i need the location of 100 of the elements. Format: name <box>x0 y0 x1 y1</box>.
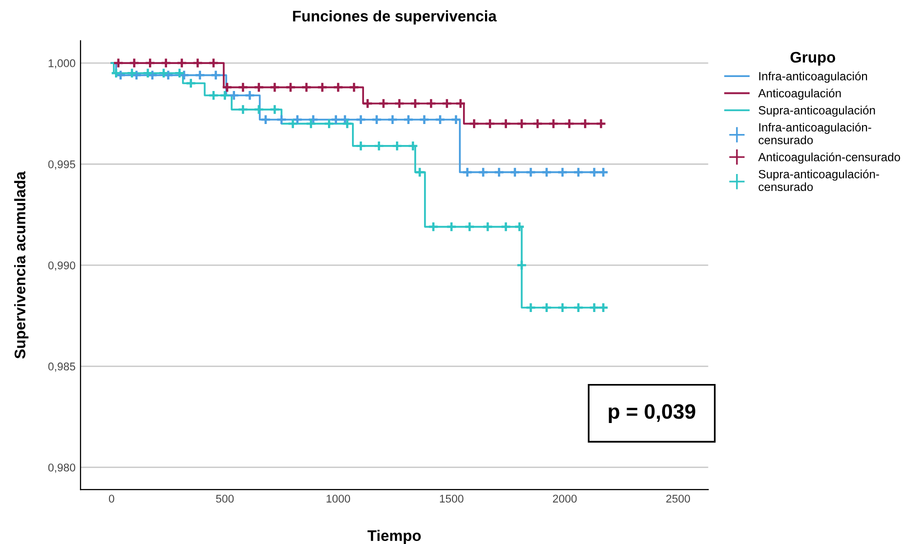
point <box>253 82 264 93</box>
point <box>410 98 421 109</box>
point <box>434 114 446 126</box>
point <box>441 98 452 109</box>
point <box>428 221 439 232</box>
point <box>194 70 206 81</box>
point <box>276 114 288 126</box>
point <box>362 98 374 109</box>
point <box>541 166 552 178</box>
point <box>285 82 296 93</box>
legend-label: Supra-anticoagulación <box>758 106 875 117</box>
legend-label: Infra-anticoagulación-censurado <box>758 122 872 144</box>
point <box>446 221 457 232</box>
y-tick-label: 0,980 <box>48 464 76 473</box>
x-tick-label: 2000 <box>552 494 577 503</box>
point <box>378 98 389 109</box>
point <box>144 58 156 69</box>
point <box>516 118 528 130</box>
point <box>509 166 520 178</box>
point <box>355 140 366 152</box>
point <box>532 118 544 130</box>
point <box>455 98 466 109</box>
point <box>514 221 525 232</box>
point <box>316 82 328 93</box>
point <box>426 98 437 109</box>
point <box>557 302 568 314</box>
x-tick-label: 1500 <box>440 494 464 503</box>
point <box>371 114 382 126</box>
point <box>580 118 591 130</box>
point <box>418 114 430 126</box>
point <box>174 68 186 79</box>
point <box>464 221 476 232</box>
point <box>128 58 140 69</box>
x-tick-label: 2500 <box>666 494 690 503</box>
point <box>598 302 609 314</box>
point <box>478 166 489 178</box>
point <box>450 114 462 126</box>
point <box>468 118 480 130</box>
legend-title: Grupo <box>790 52 836 66</box>
point <box>342 118 353 130</box>
legend-label: Supra-anticoagulación-censurado <box>758 170 880 192</box>
point <box>596 118 607 130</box>
point <box>219 90 230 101</box>
point <box>237 82 248 93</box>
y-tick-label: 1,000 <box>48 59 76 68</box>
point <box>176 58 188 69</box>
point <box>541 302 552 314</box>
point <box>394 98 405 109</box>
point <box>572 302 584 314</box>
point <box>387 114 398 126</box>
point <box>269 82 280 93</box>
point <box>237 104 248 116</box>
point <box>208 90 220 101</box>
point <box>500 221 512 232</box>
point <box>500 118 512 130</box>
point <box>287 118 298 130</box>
x-tick-label: 1000 <box>326 494 350 503</box>
point <box>300 82 312 93</box>
point <box>126 68 138 79</box>
point <box>260 114 272 126</box>
point <box>192 58 204 69</box>
y-tick-label: 0,985 <box>48 362 76 372</box>
point <box>598 166 609 178</box>
point <box>482 221 494 232</box>
legend-label: Infra-anticoagulación <box>759 72 867 83</box>
point <box>210 70 222 81</box>
point <box>228 90 240 101</box>
point <box>525 302 536 314</box>
chart-title: Funciones de supervivencia <box>293 10 497 25</box>
point <box>305 118 316 130</box>
x-tick-label: 500 <box>216 494 234 503</box>
point <box>516 260 528 271</box>
point <box>330 114 342 126</box>
point <box>332 82 344 93</box>
point <box>324 118 335 130</box>
point <box>557 166 568 178</box>
legend-label: Anticoagulación-censurado <box>758 152 900 164</box>
annotation: p = 0,039 <box>608 404 696 424</box>
point <box>373 140 384 152</box>
y-tick-label: 0,995 <box>48 160 76 170</box>
point <box>572 166 584 178</box>
point <box>525 166 536 178</box>
legend-label: Anticoagulación <box>758 88 841 100</box>
y-axis-title: Supervivencia acumulada <box>14 171 28 359</box>
y-tick-label: 0,990 <box>48 261 76 271</box>
point <box>158 68 170 79</box>
point <box>185 78 196 89</box>
point <box>407 140 418 152</box>
point <box>548 118 559 130</box>
point <box>348 82 360 93</box>
point <box>402 114 414 126</box>
point <box>588 302 600 314</box>
x-axis-title: Tiempo <box>368 530 421 544</box>
point <box>208 58 220 69</box>
point <box>588 166 600 178</box>
point <box>355 114 366 126</box>
x-tick-label: 0 <box>108 494 114 503</box>
point <box>494 166 505 178</box>
point <box>253 104 264 116</box>
point <box>244 90 256 101</box>
